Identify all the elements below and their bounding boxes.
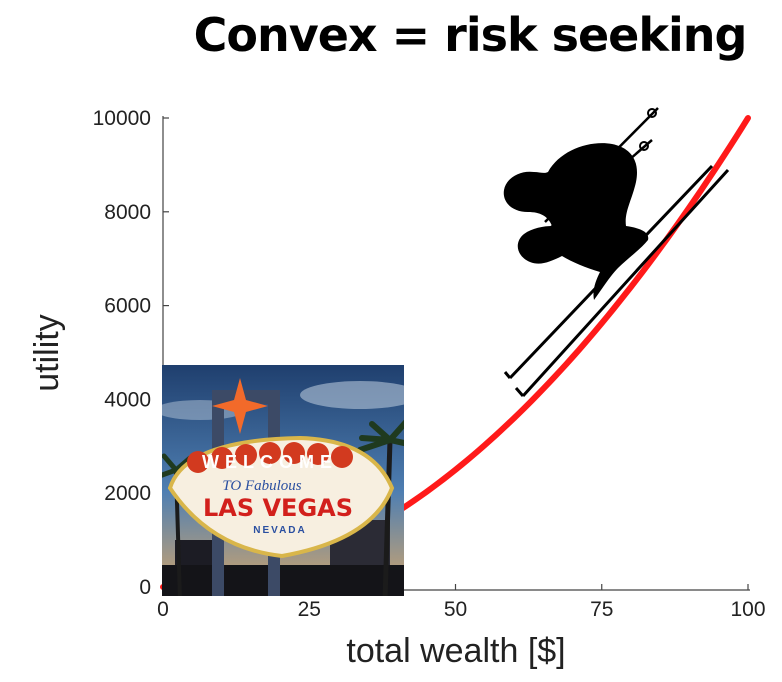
y-tick-label: 10000: [93, 107, 151, 130]
x-tick-label: 50: [444, 598, 467, 621]
sign-nevada: NEVADA: [253, 525, 306, 536]
y-tick-label: 2000: [104, 482, 151, 505]
sign-las-vegas: LAS VEGAS: [203, 494, 353, 522]
skier-silhouette: [503, 107, 730, 398]
sign-to-fabulous: TO Fabulous: [222, 478, 301, 494]
x-tick-label: 25: [298, 598, 321, 621]
las-vegas-photo: WELCOME TO Fabulous LAS VEGAS NEVADA: [162, 365, 404, 596]
y-tick-label: 6000: [104, 295, 151, 318]
y-tick-label: 8000: [104, 201, 151, 224]
x-tick-label: 75: [590, 598, 613, 621]
y-tick-label: 4000: [104, 388, 151, 411]
x-axis-label: total wealth [$]: [346, 632, 565, 670]
x-tick-label: 100: [730, 598, 765, 621]
y-axis-label: utility: [28, 314, 66, 391]
y-tick-label: 0: [139, 576, 151, 599]
sign-welcome: WELCOME: [202, 452, 338, 472]
chart-title: Convex = risk seeking: [193, 8, 748, 62]
x-tick-label: 0: [157, 598, 169, 621]
y-ticks: 0 2000 4000 6000 8000 10000: [93, 107, 169, 599]
